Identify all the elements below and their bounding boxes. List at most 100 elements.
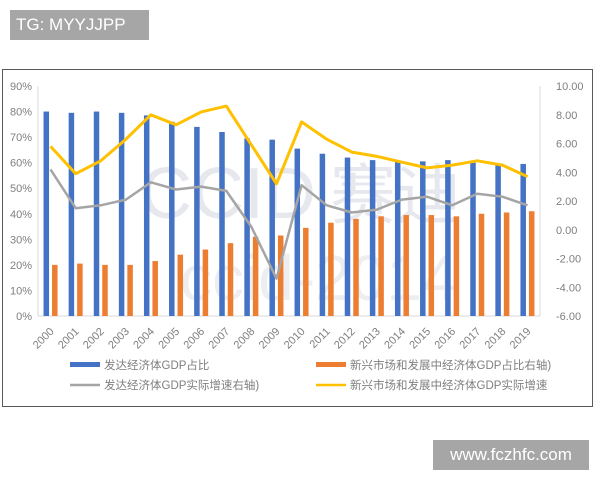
emerging-share-bar bbox=[403, 215, 409, 316]
legend-item: 新兴市场和发展中经济体GDP实际增速 bbox=[316, 378, 548, 392]
watermark-top-left: TG: MYYJJPP bbox=[10, 10, 149, 40]
right-axis-tick: 0.00 bbox=[556, 225, 577, 237]
x-axis-tick: 2014 bbox=[382, 326, 408, 352]
developed-share-bar bbox=[294, 148, 301, 316]
bar-series bbox=[43, 111, 535, 317]
legend-swatch bbox=[316, 362, 346, 367]
right-axis-tick: -6.00 bbox=[556, 311, 581, 323]
emerging-share-bar bbox=[453, 216, 460, 316]
emerging-share-bar bbox=[478, 213, 485, 316]
x-axis-tick: 2001 bbox=[56, 326, 82, 352]
x-axis-tick: 2018 bbox=[483, 326, 509, 352]
developed-share-bar bbox=[394, 161, 401, 316]
x-axis-tick: 2005 bbox=[156, 326, 182, 352]
left-axis-tick: 30% bbox=[10, 234, 32, 246]
legend-swatch bbox=[70, 362, 100, 367]
developed-share-bar bbox=[219, 132, 225, 316]
emerging-share-bar bbox=[177, 254, 184, 316]
emerging-share-bar bbox=[77, 263, 83, 316]
x-axis-tick: 2013 bbox=[357, 326, 383, 352]
legend-label: 发达经济体GDP实际增速右轴) bbox=[104, 378, 259, 392]
emerging-share-bar bbox=[378, 216, 384, 316]
developed-share-bar bbox=[244, 138, 250, 316]
x-axis-tick: 2003 bbox=[106, 326, 132, 352]
legend-item: 发达经济体GDP实际增速右轴) bbox=[70, 378, 259, 392]
developed-share-bar bbox=[269, 139, 275, 316]
right-axis-tick: 8.00 bbox=[556, 110, 577, 122]
right-y-axis: -6.00 -4.00 -2.00 0.00 2.00 4.00 6.00 8.00 10.00 bbox=[539, 81, 584, 323]
emerging-share-bar bbox=[252, 236, 259, 316]
developed-share-bar bbox=[143, 115, 150, 316]
x-axis-tick: 2008 bbox=[232, 326, 258, 352]
x-axis-tick: 2011 bbox=[308, 326, 333, 351]
emerging-share-bar bbox=[152, 261, 158, 316]
x-axis-tick: 2006 bbox=[181, 326, 207, 352]
developed-share-bar bbox=[93, 111, 100, 316]
line-series bbox=[49, 104, 529, 280]
developed-growth-line bbox=[49, 168, 528, 280]
developed-share-bar bbox=[495, 165, 501, 316]
x-axis-tick: 2009 bbox=[257, 326, 283, 352]
developed-share-bar bbox=[319, 153, 326, 316]
developed-share-bar bbox=[169, 121, 175, 317]
developed-share-bar bbox=[118, 112, 125, 316]
developed-share-bar bbox=[445, 160, 451, 316]
right-axis-tick: 4.00 bbox=[556, 167, 577, 179]
left-axis-tick: 0% bbox=[16, 311, 32, 323]
left-axis-tick: 70% bbox=[10, 132, 32, 144]
legend-item: 发达经济体GDP占比 bbox=[70, 358, 209, 372]
emerging-share-bar bbox=[127, 264, 133, 316]
left-axis-tick: 20% bbox=[10, 260, 32, 272]
right-axis-tick: -4.00 bbox=[556, 282, 581, 294]
developed-share-bar bbox=[470, 162, 476, 316]
legend-item: 新兴市场和发展中经济体GDP占比右轴) bbox=[316, 358, 551, 372]
x-axis-tick: 2019 bbox=[508, 326, 534, 352]
emerging-share-bar bbox=[528, 211, 535, 316]
emerging-share-bar bbox=[353, 218, 359, 316]
developed-share-bar bbox=[68, 112, 75, 316]
x-axis-tick: 2017 bbox=[458, 326, 484, 352]
left-axis-tick: 10% bbox=[10, 285, 32, 297]
watermark-bottom-right: www.fczhfc.com bbox=[433, 440, 589, 470]
emerging-share-bar bbox=[227, 243, 234, 316]
x-axis-tick: 2000 bbox=[31, 326, 57, 352]
legend-label: 发达经济体GDP占比 bbox=[104, 358, 209, 372]
emerging-share-bar bbox=[428, 215, 435, 316]
developed-share-bar bbox=[43, 111, 50, 316]
emerging-growth-line bbox=[49, 104, 529, 186]
legend-label: 新兴市场和发展中经济体GDP占比右轴) bbox=[350, 358, 551, 372]
x-axis-tick: 2015 bbox=[407, 326, 433, 352]
right-axis-tick: 10.00 bbox=[556, 81, 584, 93]
x-axis-tick: 2012 bbox=[332, 326, 358, 352]
emerging-share-bar bbox=[503, 212, 510, 316]
right-axis-tick: 2.00 bbox=[556, 196, 577, 208]
emerging-share-bar bbox=[202, 249, 209, 316]
developed-share-bar bbox=[369, 160, 376, 316]
emerging-share-bar bbox=[102, 264, 108, 316]
right-axis-tick: -2.00 bbox=[556, 254, 581, 266]
legend-label: 新兴市场和发展中经济体GDP实际增速 bbox=[350, 378, 548, 392]
emerging-share-bar bbox=[277, 235, 284, 316]
watermark-text: ccid-2014 bbox=[180, 242, 458, 314]
left-axis-tick: 90% bbox=[10, 81, 32, 93]
developed-share-bar bbox=[344, 157, 351, 316]
x-axis-tick: 2016 bbox=[432, 326, 458, 352]
x-axis: 2000 2001 2002 2003 2004 2005 2006 2007 2008 2009… bbox=[31, 326, 534, 352]
x-axis-tick: 2004 bbox=[131, 326, 157, 352]
emerging-share-bar bbox=[328, 222, 334, 316]
x-axis-tick: 2007 bbox=[207, 326, 233, 352]
emerging-share-bar bbox=[52, 264, 58, 316]
x-axis-tick: 2002 bbox=[81, 326, 107, 352]
left-axis-tick: 50% bbox=[10, 183, 32, 195]
legend: 发达经济体GDP占比 新兴市场和发展中经济体GDP占比右轴) 发达经济体GDP实际增… bbox=[70, 358, 551, 392]
emerging-share-bar bbox=[303, 227, 309, 316]
developed-share-bar bbox=[520, 163, 526, 316]
left-axis-tick: 80% bbox=[10, 107, 32, 119]
right-axis-tick: 6.00 bbox=[556, 139, 577, 151]
left-axis-tick: 60% bbox=[10, 158, 32, 170]
developed-share-bar bbox=[420, 161, 426, 316]
x-axis-tick: 2010 bbox=[282, 326, 308, 352]
developed-share-bar bbox=[194, 126, 200, 316]
